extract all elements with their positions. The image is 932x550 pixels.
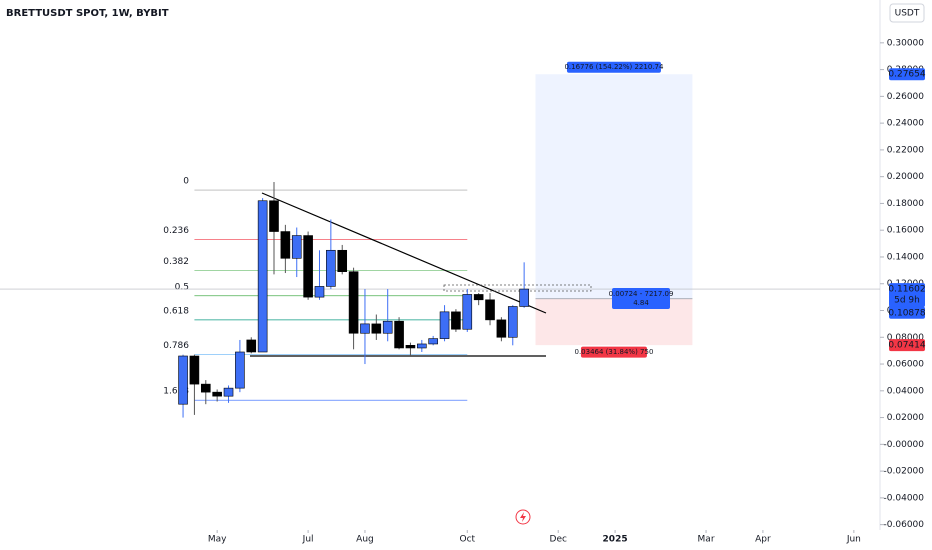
entry-price-bg — [889, 306, 925, 319]
candle-body — [507, 306, 518, 338]
candle-body — [473, 294, 484, 301]
y-tick-label: -0.02000 — [884, 467, 925, 477]
fib-label: 0.5 — [175, 282, 189, 292]
fib-label: 1.618 — [163, 387, 189, 397]
current-price-bg — [889, 283, 925, 308]
candle-body — [496, 319, 507, 338]
x-tick-label: Jul — [302, 535, 314, 545]
target-price-bg — [889, 68, 925, 81]
x-tick-label: May — [208, 535, 227, 545]
fib-label: 0.236 — [163, 226, 189, 236]
target-label: 0.16776 (154.22%) 2210.74 — [564, 63, 663, 71]
fib-label: 0.786 — [163, 341, 189, 351]
candle-body — [314, 286, 325, 298]
candle-body — [348, 271, 359, 334]
y-tick-label: -0.00000 — [884, 440, 925, 450]
candle-body — [337, 249, 348, 272]
candle-body — [519, 288, 529, 307]
candle-body — [417, 343, 427, 349]
y-tick-label: 0.14000 — [887, 252, 924, 262]
x-tick-label: Jun — [846, 535, 861, 545]
fib-label: 0.382 — [163, 257, 189, 267]
target-price: 0.27654 — [888, 70, 925, 80]
currency-label[interactable]: USDT — [895, 9, 920, 19]
candle-body — [212, 391, 222, 397]
x-tick-label: Apr — [755, 535, 771, 545]
stop-label-bg — [580, 346, 647, 358]
countdown: 5d 9h — [894, 296, 920, 306]
y-tick-label: 0.30000 — [887, 38, 924, 48]
fib-label: 0.618 — [163, 306, 189, 316]
candle-body — [303, 235, 313, 298]
y-tick-label: 0.02000 — [887, 413, 924, 423]
candle-body — [428, 338, 438, 345]
candle-body — [291, 235, 302, 259]
stop-price: 0.07414 — [888, 341, 925, 351]
candle-body — [371, 323, 382, 334]
y-tick-label: 0.06000 — [887, 360, 924, 370]
y-tick-label: 0.16000 — [887, 226, 924, 236]
x-tick-label: Mar — [698, 535, 715, 545]
candle-body — [280, 231, 291, 259]
entry-price: 0.10878 — [888, 308, 925, 318]
y-tick-label: 0.08000 — [887, 333, 924, 343]
target-label-bg — [566, 61, 661, 73]
candle-body — [235, 351, 245, 389]
range-box — [443, 284, 592, 292]
candle-body — [326, 249, 336, 287]
candle-body — [257, 200, 268, 353]
candle-body — [246, 339, 257, 353]
x-tick-label: 2025 — [603, 535, 628, 545]
mid-label-bg — [612, 288, 670, 309]
candle-body — [451, 311, 461, 330]
x-tick-label: Dec — [550, 535, 567, 545]
replay-icon[interactable] — [515, 509, 531, 525]
candle-body — [178, 355, 188, 405]
stop-label: 0.03464 (31.84%) 750 — [574, 348, 653, 356]
trend-line — [261, 192, 547, 314]
candle-body — [269, 200, 279, 232]
candle-body — [223, 387, 234, 397]
y-tick-label: -0.04000 — [884, 493, 925, 503]
y-tick-label: 0.20000 — [887, 172, 924, 182]
candle-body — [439, 311, 450, 339]
candle-body — [189, 355, 200, 385]
current-price: 0.11602 — [888, 285, 925, 295]
y-tick-label: 0.26000 — [887, 92, 924, 102]
y-tick-label: -0.06000 — [884, 520, 925, 530]
chart-title: BRETTUSDT SPOT, 1W, BYBIT — [6, 8, 169, 19]
fib-label: 0 — [183, 177, 189, 187]
candle-body — [394, 320, 404, 349]
candle-body — [382, 320, 393, 334]
target-zone — [535, 74, 693, 299]
plot-area: 0.300000.280000.260000.240000.220000.200… — [0, 38, 925, 545]
stop-price-bg — [889, 339, 925, 352]
candle-body — [200, 383, 211, 393]
mid-label: 0.00724 - 7217.09 — [609, 290, 674, 298]
y-tick-label: 0.22000 — [887, 145, 924, 155]
candle-body — [405, 345, 416, 349]
candle-body — [485, 299, 495, 321]
y-tick-label: 0.24000 — [887, 119, 924, 129]
ratio-label: 4.84 — [633, 299, 649, 307]
currency-button[interactable] — [889, 3, 925, 23]
candle-body — [360, 323, 370, 334]
y-tick-label: 0.04000 — [887, 386, 924, 396]
y-tick-label: 0.18000 — [887, 199, 924, 209]
candle-body — [462, 294, 473, 330]
x-tick-label: Oct — [460, 535, 476, 545]
x-tick-label: Aug — [356, 535, 374, 545]
